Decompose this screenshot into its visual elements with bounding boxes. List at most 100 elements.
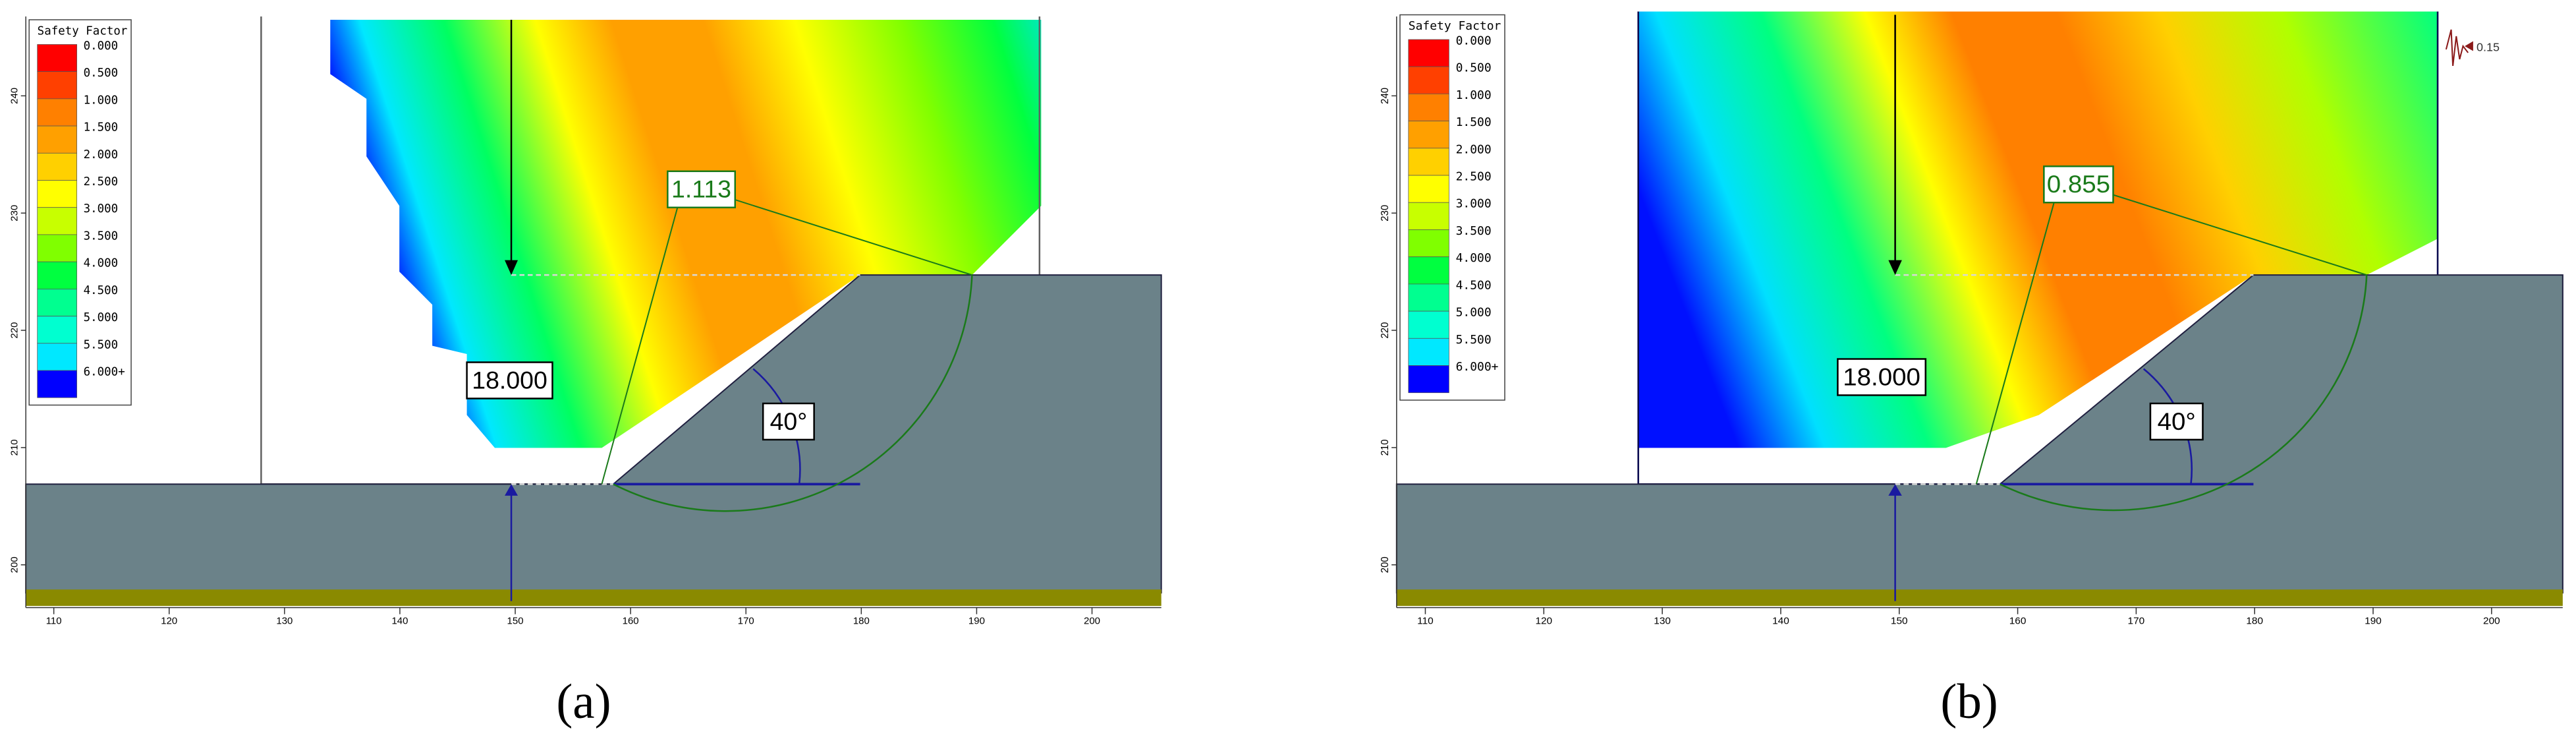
y-tick-label: 220 <box>1380 322 1391 339</box>
y-tick-label: 210 <box>9 439 20 456</box>
legend-swatch <box>1408 66 1449 94</box>
slip-arc <box>613 275 973 512</box>
legend-label: 0.500 <box>1456 62 1492 75</box>
distance-box <box>1837 358 1927 396</box>
x-tick-label: 130 <box>1654 616 1671 627</box>
arrow-head <box>505 260 518 276</box>
x-tick-label: 200 <box>1084 616 1100 627</box>
x-tick-label: 120 <box>161 616 177 627</box>
legend-label: 1.500 <box>1456 116 1492 129</box>
legend-label: 3.000 <box>84 202 119 216</box>
legend-swatch <box>1408 283 1449 312</box>
distance-box <box>466 361 553 400</box>
bedrock <box>26 589 1162 607</box>
legend-swatch <box>37 316 78 344</box>
y-tick-label: 240 <box>1380 88 1391 104</box>
fs-label: 1.113 <box>671 175 731 203</box>
legend-label: 2.500 <box>1456 171 1492 184</box>
x-tick-label: 150 <box>507 616 524 627</box>
x-tick-label: 150 <box>1891 616 1908 627</box>
legend-swatch <box>37 180 78 208</box>
x-tick-label: 140 <box>1772 616 1789 627</box>
legend-label: 1.000 <box>1456 89 1492 102</box>
y-tick-label: 200 <box>1380 556 1391 573</box>
legend-label: 1.500 <box>84 121 119 134</box>
legend-label: 0.000 <box>1456 35 1492 48</box>
legend-swatch <box>1408 256 1449 285</box>
legend-label: 2.000 <box>84 148 119 162</box>
x-tick-label: 110 <box>46 616 62 627</box>
legend-swatch <box>37 71 78 100</box>
y-tick-label: 200 <box>9 556 20 573</box>
legend-swatch <box>1408 365 1449 394</box>
legend-swatch <box>1408 175 1449 203</box>
x-tick-label: 160 <box>2009 616 2027 627</box>
legend-swatch <box>37 152 78 181</box>
angle-box <box>762 402 815 441</box>
caption: (b) <box>1940 674 1998 729</box>
leader <box>733 198 972 276</box>
x-tick-label: 190 <box>2365 616 2382 627</box>
angle-label: 40° <box>770 407 808 435</box>
legend-label: 2.500 <box>84 175 119 189</box>
leader <box>601 207 679 485</box>
arrow-head <box>505 484 518 496</box>
y-tick-label: 210 <box>1380 439 1391 456</box>
x-tick-label: 200 <box>2483 616 2500 627</box>
fs-label: 0.855 <box>2047 171 2110 198</box>
legend-label: 3.000 <box>1456 198 1492 211</box>
distance-label: 18.000 <box>1843 364 1920 391</box>
legend-swatch <box>1408 229 1449 258</box>
legend-title: Safety Factor <box>1409 20 1501 33</box>
scale-icon <box>2445 29 2469 67</box>
x-tick-label: 130 <box>276 616 293 627</box>
legend-label: 4.500 <box>84 284 119 297</box>
legend-swatch <box>37 98 78 127</box>
legend-swatch <box>1408 202 1449 230</box>
x-tick-label: 160 <box>623 616 639 627</box>
legend-label: 1.000 <box>84 94 119 107</box>
y-tick-label: 230 <box>9 205 20 222</box>
leader <box>2111 193 2367 276</box>
legend-label: 6.000+ <box>1456 361 1499 374</box>
legend-swatch <box>1408 148 1449 176</box>
legend-label: 5.000 <box>1456 307 1492 320</box>
fs-box <box>667 170 736 208</box>
caption: (a) <box>556 674 611 729</box>
legend-label: 5.500 <box>84 338 119 351</box>
legend-swatch <box>37 234 78 262</box>
x-tick-label: 170 <box>2128 616 2145 627</box>
y-tick-label: 230 <box>1380 205 1391 222</box>
slip-arc <box>2000 275 2368 512</box>
legend-swatch <box>37 288 78 316</box>
x-tick-label: 120 <box>1535 616 1552 627</box>
panel: 0.855 18.000 40° 0.15 Safety Factor 0.000 0.50… <box>1380 11 2563 627</box>
legend-label: 3.500 <box>1456 225 1492 238</box>
x-tick-label: 110 <box>1417 616 1434 627</box>
scale-marker <box>2465 41 2473 51</box>
x-tick-label: 190 <box>968 616 985 627</box>
contour <box>330 19 1042 448</box>
legend-label: 4.000 <box>84 257 119 270</box>
legend-label: 6.000+ <box>84 365 125 378</box>
legend-label: 5.000 <box>84 311 119 324</box>
legend-swatch <box>37 261 78 289</box>
legend-swatch <box>37 125 78 154</box>
bedrock <box>1396 589 2563 607</box>
arrow-head <box>1888 484 1902 496</box>
y-tick-label: 220 <box>9 322 20 339</box>
legend-swatch <box>1408 39 1449 67</box>
x-tick-label: 140 <box>391 616 408 627</box>
legend-label: 0.000 <box>84 40 119 53</box>
fs-box <box>2043 165 2114 204</box>
legend-swatch <box>1408 93 1449 121</box>
legend-title: Safety Factor <box>38 24 128 38</box>
legend-swatch <box>37 370 78 398</box>
legend-label: 0.500 <box>84 67 119 80</box>
y-tick-label: 240 <box>9 88 20 104</box>
legend-label: 4.000 <box>1456 252 1492 265</box>
x-tick-label: 170 <box>738 616 754 627</box>
scale-label: 0.15 <box>2477 41 2500 54</box>
